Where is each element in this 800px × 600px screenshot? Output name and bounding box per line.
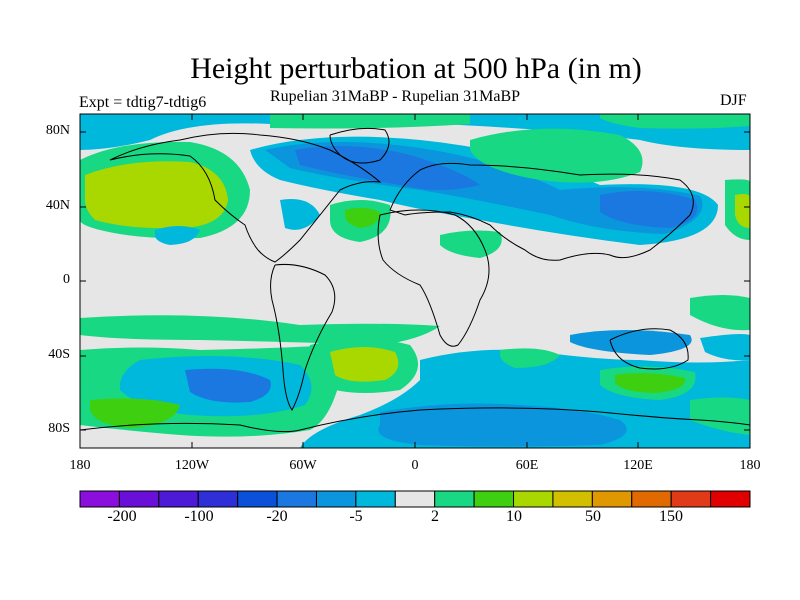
lat-tick-label: 0 <box>63 272 70 287</box>
contour-region <box>690 295 750 331</box>
colorbar-label: -200 <box>107 508 137 525</box>
lat-tick-label: 40S <box>48 347 70 362</box>
colorbar-swatch <box>276 490 317 508</box>
contour-region <box>570 330 692 355</box>
colorbar-swatch <box>197 490 239 508</box>
contour-region <box>330 347 399 382</box>
colorbar-swatch <box>631 490 672 508</box>
colorbar-swatch <box>237 490 278 508</box>
contour-region <box>295 146 480 190</box>
lon-tick-label: 180 <box>739 458 761 473</box>
colorbar-swatch <box>118 490 160 508</box>
colorbar-swatch <box>315 490 357 508</box>
lat-tick-label: 40N <box>45 198 70 213</box>
lon-tick-label: 180 <box>69 458 91 473</box>
colorbar-swatch <box>670 490 712 508</box>
contour-region <box>345 207 380 228</box>
coastlines <box>80 127 750 433</box>
lon-tick-label: 120W <box>174 458 210 473</box>
coastline-south-america <box>270 264 336 411</box>
axis-ticks <box>79 114 751 448</box>
contour-region <box>600 191 698 228</box>
colorbar-label: 50 <box>585 508 601 525</box>
colorbar-swatch <box>158 490 199 508</box>
colorbar-swatch <box>473 490 515 508</box>
contour-region <box>440 230 502 258</box>
colorbar-label: 10 <box>506 508 522 525</box>
colorbar-label: 150 <box>659 508 683 525</box>
coastline-north-america <box>109 132 382 263</box>
contour-region <box>155 226 200 245</box>
contour-region <box>500 348 560 368</box>
colorbar-swatch <box>552 490 593 508</box>
colorbar-swatch <box>513 490 554 508</box>
contour-region <box>378 403 627 447</box>
contour-region <box>615 373 686 393</box>
lon-tick-label: 0 <box>411 458 419 473</box>
experiment-label: Expt = tdtig7-tdtig6 <box>79 94 207 111</box>
season-label: DJF <box>720 92 747 109</box>
contour-region <box>185 368 271 403</box>
contour-fill-layer <box>80 114 750 448</box>
coastline-australia <box>609 328 689 370</box>
colorbar-swatch <box>79 490 120 508</box>
contour-region <box>735 194 750 228</box>
contour-region <box>80 114 750 150</box>
contour-region <box>85 161 228 229</box>
coastline-antarctica <box>80 407 750 433</box>
colorbar-label: -20 <box>266 508 288 525</box>
colorbar-label: 2 <box>431 508 439 525</box>
contour-region <box>470 128 643 183</box>
lon-tick-label: 120E <box>623 458 653 473</box>
contour-region <box>80 315 440 345</box>
lon-tick-label: 60E <box>515 458 539 473</box>
coastline-africa <box>377 209 490 347</box>
lon-tick-label: 60W <box>289 458 317 473</box>
contour-region <box>90 398 180 428</box>
colorbar-label: -100 <box>184 508 214 525</box>
colorbar-swatch <box>355 490 396 508</box>
colorbar <box>79 490 751 508</box>
coastline-eurasia <box>389 162 694 261</box>
plot-title: Height perturbation at 500 hPa (in m) <box>190 52 642 85</box>
lat-tick-label: 80N <box>45 123 70 138</box>
contour-region <box>700 334 750 361</box>
colorbar-swatch <box>710 490 751 508</box>
colorbar-swatch <box>394 490 436 508</box>
contour-region <box>690 397 750 435</box>
colorbar-swatch <box>434 490 475 508</box>
colorbar-swatch <box>591 490 633 508</box>
coastline-greenland <box>329 127 390 164</box>
contour-region <box>280 199 320 230</box>
contour-region <box>270 114 470 129</box>
period-label: Rupelian 31MaBP - Rupelian 31MaBP <box>270 88 521 105</box>
lat-tick-label: 80S <box>48 421 70 436</box>
colorbar-label: -5 <box>349 508 363 525</box>
